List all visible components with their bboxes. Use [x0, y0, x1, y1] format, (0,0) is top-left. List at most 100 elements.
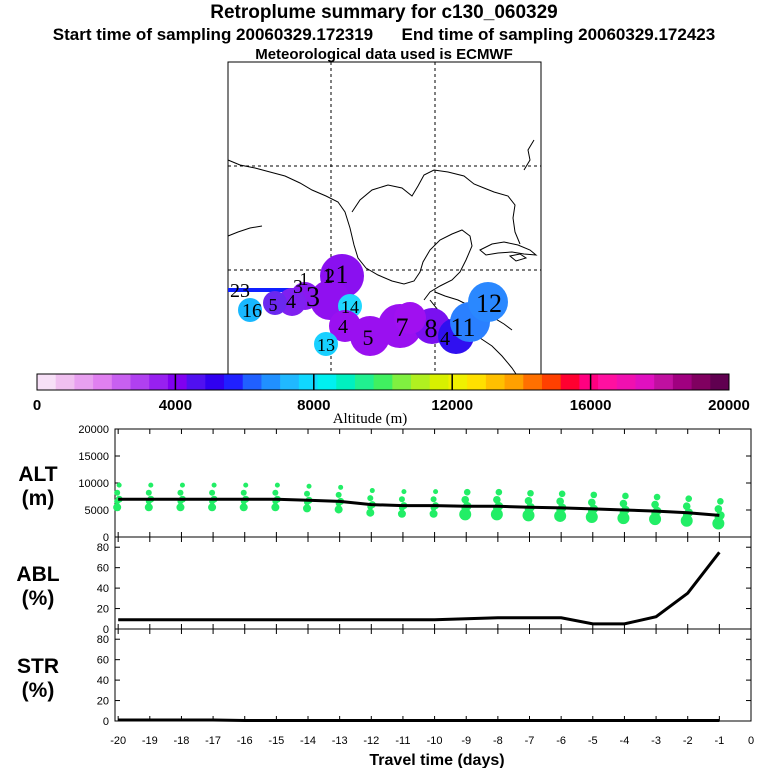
colorbar-swatch [242, 374, 262, 390]
end-time: End time of sampling 20060329.172423 [401, 25, 716, 44]
colorbar-swatch [541, 374, 562, 390]
colorbar-tick-label: 4000 [159, 397, 192, 414]
altitude-dot [240, 489, 247, 496]
altitude-dot [554, 509, 567, 522]
panel-frame [114, 536, 752, 630]
colorbar-swatch [205, 374, 225, 390]
colorbar-swatch [691, 374, 711, 390]
colorbar-swatch [336, 374, 356, 390]
altitude-dot [306, 483, 312, 489]
altitude-dot [653, 493, 661, 501]
panel-label-unit: (%) [22, 679, 55, 702]
y-tick-label: 15000 [78, 451, 109, 463]
x-tick-label: -2 [683, 735, 693, 747]
y-tick-label: 10000 [78, 478, 109, 490]
x-tick-label: -1 [714, 735, 724, 747]
x-tick-label: -9 [461, 735, 471, 747]
panel-alt: 20000 15000 10000 5000 0 ALT(m) [18, 424, 752, 544]
panel-str: 80 60 40 20 0 STR(%) [17, 628, 752, 728]
panel-label-name: ALT [18, 463, 57, 486]
map-day-label: 11 [450, 313, 475, 342]
colorbar-swatch [635, 374, 655, 390]
altitude-dot [367, 495, 374, 502]
panel-frame [114, 428, 752, 538]
altitude-dot [398, 496, 405, 503]
map-day-label: 13 [317, 335, 335, 355]
colorbar: 0 4000 8000 12000 16000 20000 Altitude (m) [33, 373, 750, 427]
colorbar-swatch [317, 374, 337, 390]
colorbar-swatch [167, 374, 188, 390]
series-line [118, 497, 720, 517]
plume-blobs [238, 254, 508, 356]
map-day-label: 12 [476, 289, 502, 318]
altitude-dot [524, 497, 533, 505]
x-tick-label: -11 [395, 735, 410, 747]
colorbar-swatch [598, 374, 618, 390]
altitude-dot [397, 509, 406, 518]
colorbar-swatch [672, 374, 693, 390]
y-tick-label: 40 [97, 583, 109, 595]
altitude-dot [303, 504, 312, 513]
altitude-dot [148, 482, 154, 488]
colorbar-label: Altitude (m) [333, 411, 408, 427]
colorbar-swatch [485, 374, 506, 390]
altitude-dot [522, 509, 535, 522]
altitude-dot [712, 517, 725, 530]
altitude-dot [334, 505, 343, 514]
panel-label-name: STR [17, 655, 59, 678]
colorbar-swatch [579, 374, 599, 390]
altitude-dot [490, 508, 503, 521]
x-axis-label: Travel time (days) [369, 752, 504, 768]
altitude-dot [459, 508, 472, 521]
altitude-dot [651, 500, 659, 509]
altitude-dot [558, 490, 566, 498]
colorbar-tick-label: 0 [33, 397, 41, 414]
altitude-dot [304, 490, 311, 497]
altitude-dot [619, 499, 628, 508]
colorbar-swatch [261, 374, 281, 390]
altitude-dot [401, 489, 407, 495]
colorbar-swatch [298, 374, 319, 390]
altitude-dot [113, 503, 122, 512]
map-day-label: 1 [323, 263, 334, 288]
colorbar-swatch [560, 374, 580, 390]
altitude-dot [461, 495, 470, 504]
panel-label-unit: (%) [22, 587, 55, 610]
sampling-times: Start time of sampling 20060329.172319 E… [0, 25, 768, 45]
altitude-dot [493, 495, 501, 504]
map-day-label: 3 [306, 282, 320, 313]
chart-title: Retroplume summary for c130_060329 [210, 2, 558, 23]
x-tick-label: -3 [651, 735, 661, 747]
altitude-dot [209, 489, 216, 496]
colorbar-swatch [654, 374, 674, 390]
map-day-label: 4 [286, 291, 296, 313]
colorbar-tick-label: 8000 [297, 397, 330, 414]
altitude-dot [243, 482, 249, 488]
x-tick-label: -18 [173, 735, 189, 747]
y-tick-label: 80 [97, 634, 109, 646]
panel-abl: 80 60 40 20 0 ABL(%) [16, 536, 752, 636]
map-day-label: 23 [230, 280, 250, 302]
x-tick-label: -16 [237, 735, 253, 747]
map-day-label: 16 [242, 300, 262, 322]
colorbar-swatch [616, 374, 636, 390]
altitude-dot [680, 514, 693, 527]
x-tick-label: -13 [332, 735, 348, 747]
panel-frame [114, 628, 752, 722]
colorbar-swatch [448, 374, 468, 390]
y-tick-label: 20 [97, 604, 109, 616]
plume-blob [263, 291, 287, 315]
colorbar-swatch [280, 374, 300, 390]
x-tick-label: -17 [205, 735, 221, 747]
met-data-note: Meteorological data used is ECMWF [255, 46, 513, 63]
altitude-dot [145, 489, 152, 496]
altitude-dot [682, 502, 691, 511]
altitude-dot [369, 488, 375, 494]
colorbar-swatch [411, 374, 431, 390]
plume-blob [314, 332, 338, 356]
altitude-dot [176, 503, 185, 512]
y-tick-label: 0 [103, 716, 109, 728]
altitude-dot [495, 488, 503, 496]
